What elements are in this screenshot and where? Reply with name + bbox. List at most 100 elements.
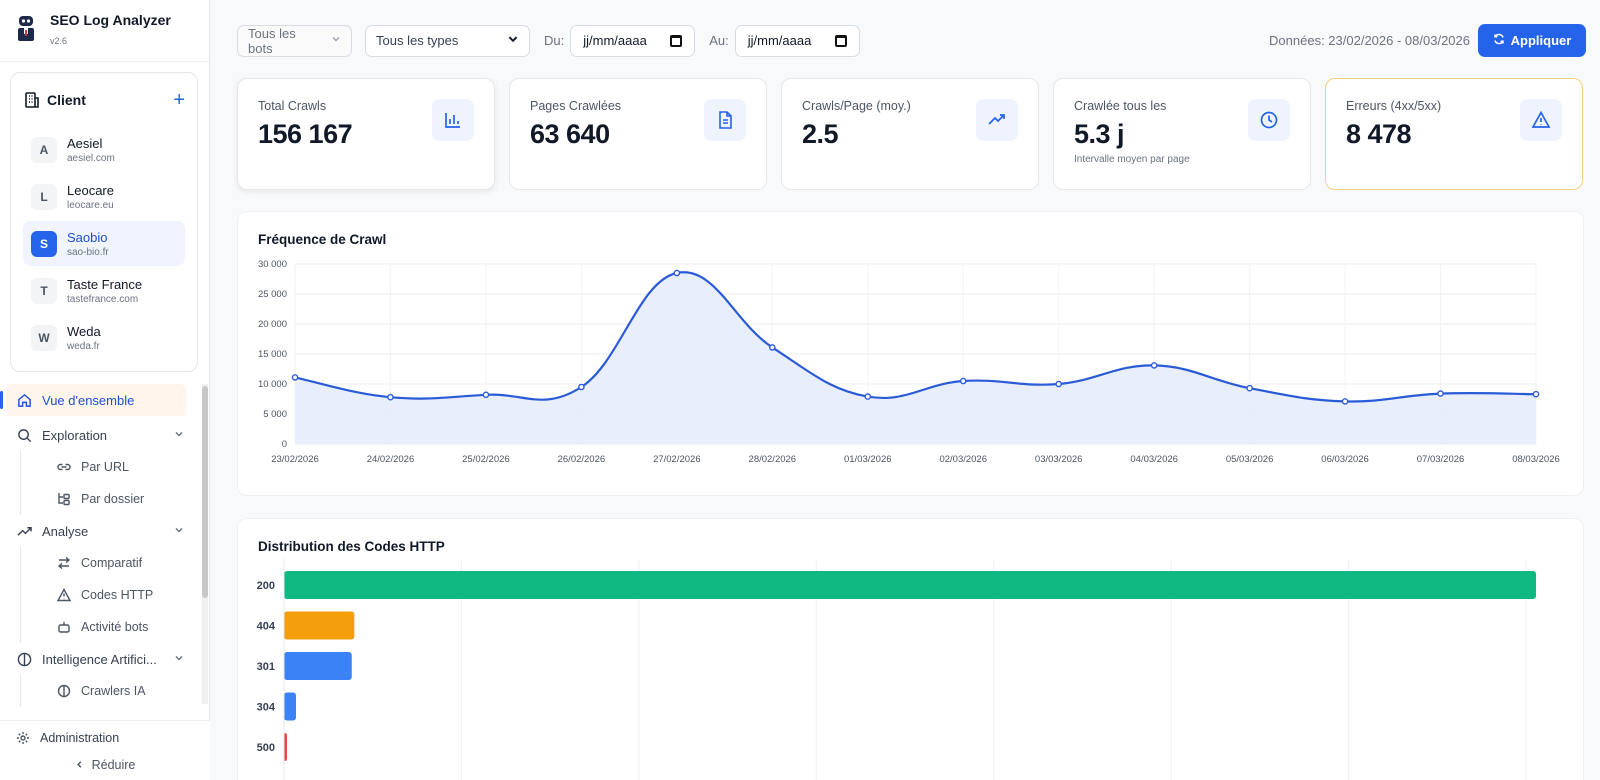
bots-select-value: Tous les bots	[248, 25, 296, 56]
globe-icon	[16, 651, 32, 667]
from-date-input[interactable]: jj/mm/aaaa	[570, 24, 696, 57]
to-date-input[interactable]: jj/mm/aaaa	[734, 24, 860, 57]
http-code-bar[interactable]	[284, 692, 297, 721]
kpi-value: 156 167	[258, 119, 353, 149]
http-code-bar[interactable]	[284, 571, 1536, 599]
client-header: Client +	[11, 73, 197, 127]
calendar-icon[interactable]	[834, 34, 847, 47]
types-select[interactable]: Tous les types	[365, 24, 530, 57]
x-tick-label: 05/03/2026	[1226, 454, 1274, 465]
crawl-data-point[interactable]	[1055, 380, 1062, 388]
y-tick-label: 25 000	[258, 289, 287, 300]
crawl-data-point[interactable]	[387, 393, 394, 401]
nav-exploration-label: Exploration	[42, 427, 108, 443]
add-client-button[interactable]: +	[173, 89, 185, 111]
client-item-saobio[interactable]: S Saobio sao-bio.fr	[23, 221, 185, 266]
nav-comparative-label: Comparatif	[81, 556, 143, 570]
http-code-bar[interactable]	[284, 611, 355, 640]
nav-by-url[interactable]: Par URL	[20, 451, 200, 483]
nav-by-folder[interactable]: Par dossier	[20, 483, 200, 515]
crawl-data-point[interactable]	[1532, 390, 1540, 398]
crawl-data-point[interactable]	[578, 383, 585, 391]
kpi-card-errors: Erreurs (4xx/5xx) 8 478	[1325, 78, 1583, 190]
main-nav: Vue d'ensemble Exploration Par URL Par d…	[0, 384, 200, 707]
globe-icon	[57, 684, 71, 698]
y-tick-label: 0	[282, 439, 287, 450]
sidebar-scrollbar-thumb[interactable]	[202, 386, 208, 598]
nav-comparative[interactable]: Comparatif	[20, 547, 200, 579]
nav-ai-crawlers[interactable]: Crawlers IA	[20, 675, 200, 707]
crawl-data-point[interactable]	[864, 393, 872, 400]
chevron-left-icon	[75, 758, 84, 772]
client-item-leocare[interactable]: L Leocare leocare.eu	[23, 174, 185, 219]
nav-http-codes-label: Codes HTTP	[81, 588, 154, 602]
nav-administration[interactable]: Administration	[0, 723, 210, 753]
apply-button[interactable]: Appliquer	[1478, 24, 1586, 57]
trending-icon	[16, 523, 32, 539]
chevron-down-icon	[507, 33, 519, 48]
client-name: Leocare	[67, 182, 114, 198]
crawl-data-point[interactable]	[769, 344, 776, 351]
http-code-bar[interactable]	[284, 733, 287, 761]
nav-overview[interactable]: Vue d'ensemble	[0, 384, 186, 416]
y-tick-label: 15 000	[258, 349, 287, 360]
kpi-value: 5.3 j	[1074, 119, 1125, 149]
nav-overview-label: Vue d'ensemble	[42, 392, 135, 408]
kpi-card-total-crawls: Total Crawls 156 167	[237, 78, 495, 190]
nav-http-codes[interactable]: Codes HTTP	[20, 579, 200, 611]
app-title: SEO Log Analyzer	[50, 12, 171, 28]
refresh-icon	[1493, 33, 1505, 48]
kpi-sublabel: Intervalle moyen par page	[1074, 154, 1190, 165]
crawl-data-point[interactable]	[482, 391, 490, 399]
warning-icon	[1520, 99, 1562, 141]
client-avatar: L	[31, 183, 57, 210]
y-tick-label: 10 000	[258, 379, 287, 390]
x-tick-label: 01/03/2026	[844, 454, 892, 465]
calendar-icon[interactable]	[670, 34, 683, 47]
collapse-sidebar-button[interactable]: Réduire	[0, 753, 210, 777]
crawl-data-point[interactable]	[959, 377, 967, 385]
kpi-label: Erreurs (4xx/5xx)	[1346, 99, 1442, 113]
bots-select[interactable]: Tous les bots	[237, 24, 352, 57]
home-icon	[16, 392, 32, 408]
y-tick-label: 5 000	[263, 409, 287, 420]
client-panel: Client + A Aesiel aesiel.com L Leocare leocar…	[10, 72, 198, 372]
x-tick-label: 28/02/2026	[749, 454, 797, 465]
kpi-card-crawls-per-page: Crawls/Page (moy.) 2.5	[781, 78, 1039, 190]
client-item-taste-france[interactable]: T Taste France tastefrance.com	[23, 268, 185, 313]
client-item-weda[interactable]: W Weda weda.fr	[23, 315, 185, 360]
from-date-value: jj/mm/aaaa	[583, 33, 647, 48]
crawl-data-point[interactable]	[1246, 384, 1253, 392]
crawl-data-point[interactable]	[1150, 362, 1158, 369]
nav-exploration[interactable]: Exploration	[0, 419, 200, 451]
data-range-label: Données: 23/02/2026 - 08/03/2026	[1269, 33, 1470, 48]
apply-label: Appliquer	[1510, 33, 1572, 48]
client-name: Saobio	[67, 229, 108, 245]
http-codes-chart: 200 404 301 304 500	[257, 559, 1536, 780]
client-title: Client	[47, 92, 86, 108]
chevron-down-icon	[174, 525, 184, 538]
nav-analysis[interactable]: Analyse	[0, 515, 200, 547]
nav-ai[interactable]: Intelligence Artifici...	[0, 643, 200, 675]
crawl-data-point[interactable]	[1341, 398, 1349, 405]
crawl-data-point[interactable]	[1437, 390, 1444, 397]
category-label: 200	[257, 580, 275, 592]
nav-bot-activity[interactable]: Activité bots	[20, 611, 200, 643]
client-domain: tastefrance.com	[67, 293, 139, 305]
http-codes-panel: Distribution des Codes HTTP 200 404 301 304…	[237, 518, 1584, 780]
client-avatar: W	[31, 324, 57, 351]
search-icon	[16, 427, 32, 443]
kpi-label: Crawlée tous les	[1074, 99, 1167, 113]
http-code-bar[interactable]	[284, 652, 352, 680]
y-tick-label: 20 000	[258, 319, 287, 330]
crawl-data-point[interactable]	[291, 374, 299, 381]
crawl-area-fill	[295, 272, 1536, 444]
category-label: 500	[257, 742, 275, 754]
client-domain: leocare.eu	[67, 199, 114, 211]
to-date-value: jj/mm/aaaa	[747, 33, 812, 48]
x-tick-label: 06/03/2026	[1321, 454, 1369, 465]
client-item-aesiel[interactable]: A Aesiel aesiel.com	[23, 127, 185, 172]
crawl-data-point[interactable]	[673, 269, 681, 277]
kpi-label: Pages Crawlées	[530, 99, 622, 113]
nav-ai-label: Intelligence Artifici...	[42, 651, 157, 667]
